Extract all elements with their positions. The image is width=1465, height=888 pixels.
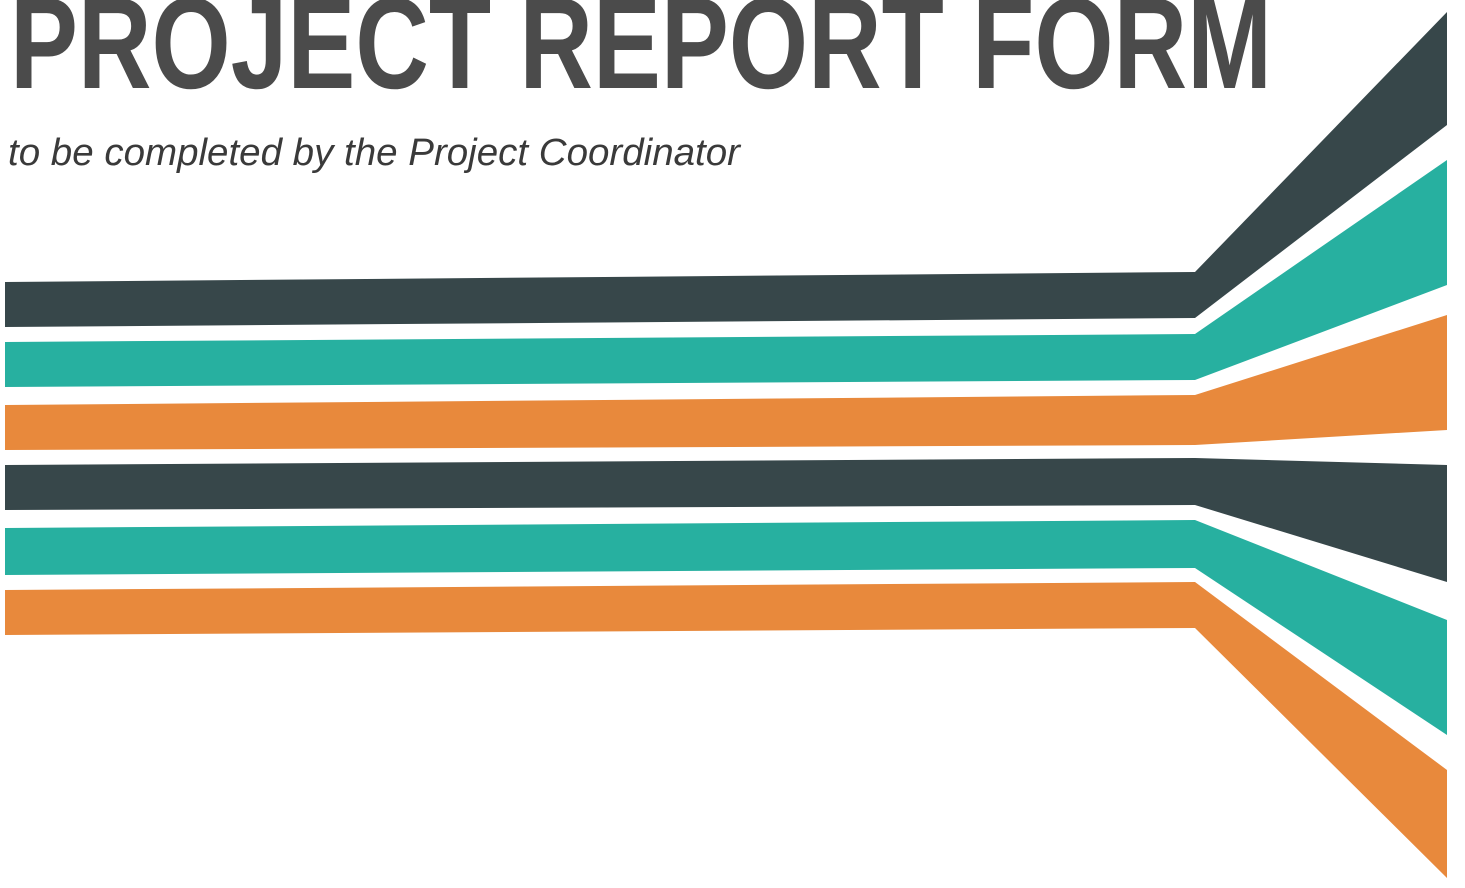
- stripe: [5, 582, 1447, 878]
- title: PROJECT REPORT FORM: [10, 0, 1272, 116]
- page: PROJECT REPORT FORM to be completed by t…: [0, 0, 1465, 888]
- subtitle: to be completed by the Project Coordinat…: [8, 132, 741, 174]
- cover: PROJECT REPORT FORM to be completed by t…: [0, 0, 1465, 888]
